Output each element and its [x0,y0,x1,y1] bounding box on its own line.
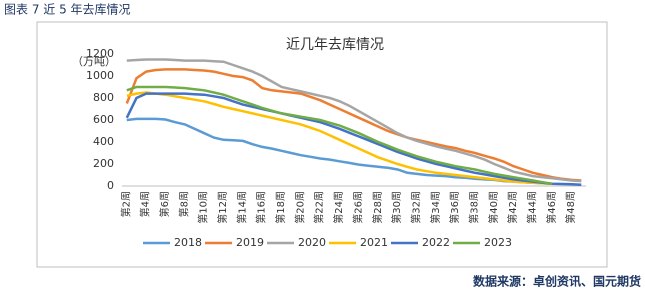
x-tick-label: 第26周 [351,191,364,224]
y-axis-label: （万吨） [72,55,116,68]
source: 数据来源：卓创资讯、国元期货 [473,274,641,289]
x-tick-label: 第24周 [332,191,345,224]
series-line [126,117,553,186]
x-tick-label: 第44周 [525,191,538,224]
y-tick-label: 1200 [86,47,114,60]
legend-label: 2021 [360,236,388,249]
x-tick-label: 第40周 [487,191,500,224]
x-tick-label: 第48周 [564,191,577,224]
x-tick-label: 第2周 [119,191,132,217]
x-tick-label: 第34周 [429,191,442,224]
x-tick-label: 第42周 [506,191,519,224]
y-tick-label: 600 [93,113,114,126]
x-tick-label: 第46周 [545,191,558,224]
y-tick-label: 0 [107,179,114,192]
x-tick-label: 第32周 [409,191,422,224]
x-tick-label: 第14周 [235,191,248,224]
x-tick-label: 第36周 [448,191,461,224]
legend-label: 2022 [422,236,450,249]
y-tick-label: 1000 [86,69,114,82]
x-tick-label: 第4周 [139,191,152,217]
x-tick-label: 第16周 [255,191,268,224]
legend-label: 2020 [298,236,326,249]
series-line [126,85,553,186]
chart-frame [36,21,608,268]
legend-label: 2023 [484,236,512,249]
x-tick-label: 第18周 [274,191,287,224]
x-tick-label: 第10周 [197,191,210,224]
x-tick-label: 第6周 [158,191,171,217]
x-tick-label: 第12周 [216,191,229,224]
x-tick-label: 第30周 [390,191,403,224]
series-line [126,91,553,186]
x-tick-label: 第20周 [293,191,306,224]
x-tick-label: 第8周 [177,191,190,217]
series-line [125,92,582,186]
series-line [125,68,582,182]
x-tick-label: 第22周 [313,191,326,224]
x-tick-label: 第28周 [371,191,384,224]
series-line [126,58,582,183]
legend-label: 2019 [236,236,264,249]
caption: 图表 7 近 5 年去库情况 [4,2,131,17]
legend-label: 2018 [174,236,202,249]
y-tick-label: 200 [93,157,114,170]
chart-title: 近几年去库情况 [286,37,384,53]
x-tick-label: 第38周 [467,191,480,224]
y-tick-label: 800 [93,91,114,104]
y-tick-label: 400 [93,135,114,148]
